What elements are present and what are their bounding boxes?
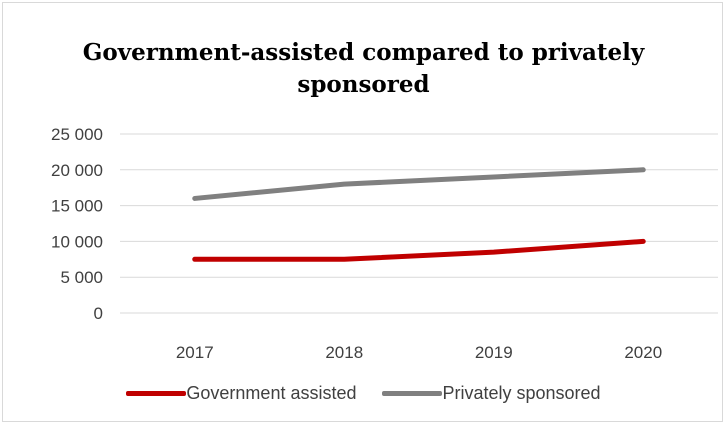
legend-item-privately-sponsored: Privately sponsored [382,383,601,404]
chart-title: Government-assisted compared to privatel… [3,37,724,101]
y-tick-label: 0 [94,304,103,323]
chart-legend: Government assisted Privately sponsored [3,383,724,404]
y-tick-label: 10 000 [51,232,103,251]
y-tick-label: 20 000 [51,161,103,180]
x-tick-label: 2017 [176,343,214,362]
series-line-government-assisted [192,238,646,262]
chart-title-line-2: sponsored [297,71,430,98]
y-tick-label: 5 000 [60,268,103,287]
series-line-privately-sponsored [192,167,646,201]
x-tick-label: 2020 [624,343,662,362]
y-tick-label: 15 000 [51,197,103,216]
chart-title-line-1: Government-assisted compared to privatel… [82,39,645,66]
y-tick-label: 25 000 [51,125,103,144]
x-tick-label: 2018 [325,343,363,362]
plot-area: 0 5 000 10 000 15 000 20 000 25 000 2017 2018 20… [51,125,718,362]
legend-item-government-assisted: Government assisted [126,383,356,404]
legend-label-privately-sponsored: Privately sponsored [442,383,601,403]
chart-frame: Government-assisted compared to privatel… [2,2,723,422]
legend-label-government-assisted: Government assisted [186,383,357,403]
legend-swatch-government-assisted [126,391,187,396]
legend-swatch-privately-sponsored [382,391,443,396]
x-tick-label: 2019 [475,343,513,362]
